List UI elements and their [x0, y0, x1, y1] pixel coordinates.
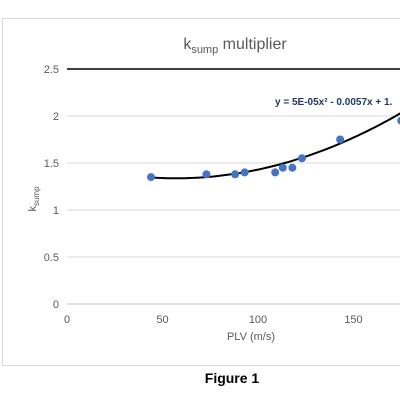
chart-title-subscript: sump — [191, 44, 218, 56]
chart-svg: 00.511.522.5 0 50 100 150 ksump multiplier … — [27, 36, 400, 343]
y-tick-label: 0.5 — [44, 252, 59, 264]
data-points — [147, 116, 400, 182]
y-tick-label: 1 — [53, 205, 59, 217]
y-axis-title: ksump — [27, 186, 41, 212]
data-point — [297, 154, 306, 163]
data-point — [278, 163, 287, 172]
trendline — [150, 112, 400, 180]
trendline-equation: y = 5E-05x² - 0.0057x + 1. — [275, 97, 393, 108]
chart-frame: 0 0.5 1 1.5 2 2.5 0 50 100 150 ksump multiplier … — [2, 18, 400, 366]
x-tick-label: 150 — [344, 314, 362, 326]
data-point — [202, 170, 211, 179]
data-point — [271, 168, 280, 177]
chart-title: ksump multiplier — [183, 36, 287, 56]
y-tick-label: 0 — [53, 299, 59, 311]
data-point — [240, 168, 249, 177]
chart-title-main: k — [183, 36, 192, 53]
x-axis-title: PLV (m/s) — [227, 331, 275, 343]
data-point — [397, 116, 400, 125]
data-point — [147, 173, 156, 182]
y-axis-title-subscript: sump — [32, 186, 41, 206]
data-point — [288, 163, 297, 172]
x-tick-label: 0 — [64, 314, 70, 326]
chart-title-suffix: multiplier — [218, 36, 287, 53]
x-tick-label: 100 — [249, 314, 267, 326]
x-tick-label: 50 — [156, 314, 168, 326]
x-tick-labels: 0 50 100 150 — [64, 314, 363, 326]
y-axis-title-main: k — [27, 206, 39, 212]
data-point — [231, 170, 240, 179]
y-tick-label: 2.5 — [44, 64, 59, 76]
y-tick-label: 2 — [53, 111, 59, 123]
y-tick-label: 1.5 — [44, 158, 59, 170]
y-tick-labels: 0 0.5 1 1.5 2 2.5 — [44, 64, 59, 311]
figure-caption: Figure 1 — [204, 370, 260, 386]
grid-layer — [67, 68, 400, 258]
data-point — [336, 135, 345, 144]
